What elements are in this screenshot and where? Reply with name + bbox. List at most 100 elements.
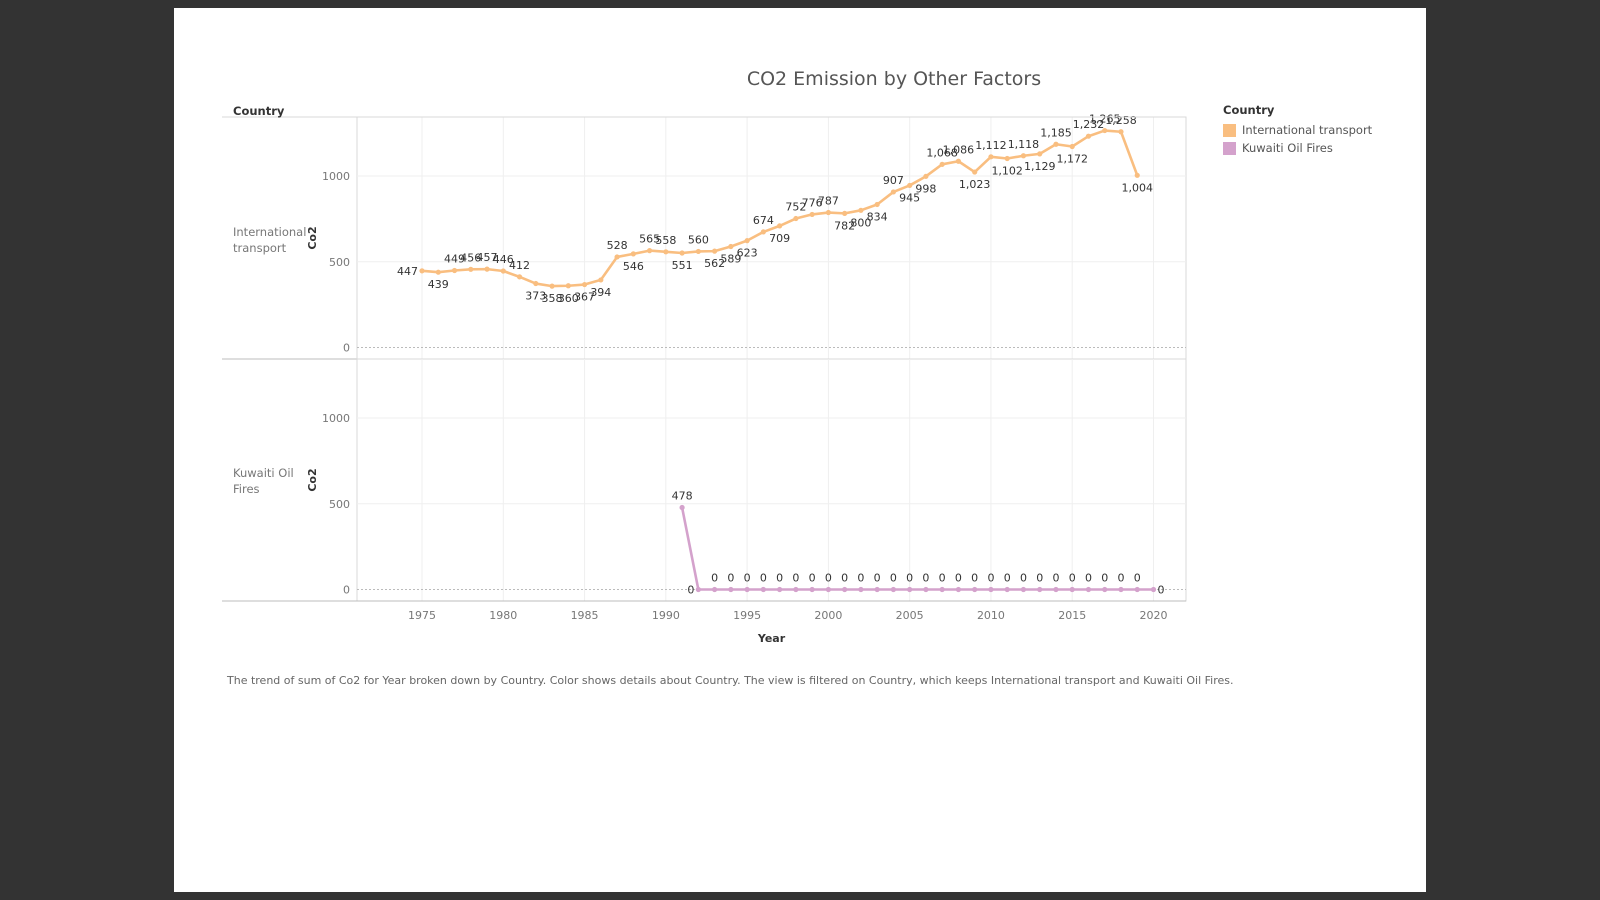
data-label: 0 xyxy=(760,572,767,585)
legend-item-kuwaiti-oil-fires[interactable]: Kuwaiti Oil Fires xyxy=(1223,139,1372,157)
x-tick-label: 1990 xyxy=(652,609,680,622)
data-label: 1,102 xyxy=(991,165,1023,178)
data-point xyxy=(533,280,539,287)
data-point xyxy=(630,251,636,257)
data-label: 0 xyxy=(1020,572,1027,585)
data-point xyxy=(793,215,799,222)
data-point xyxy=(972,169,978,175)
x-tick-label: 2015 xyxy=(1058,609,1086,622)
data-label: 394 xyxy=(590,286,611,299)
data-label: 1,172 xyxy=(1056,153,1088,166)
data-label: 0 xyxy=(971,572,978,585)
data-label: 360 xyxy=(558,292,579,305)
data-point xyxy=(907,182,913,189)
data-point xyxy=(825,586,831,593)
data-label: 565 xyxy=(639,233,660,246)
data-label: 623 xyxy=(737,247,758,260)
data-point xyxy=(419,268,425,274)
data-label: 0 xyxy=(1134,572,1141,585)
data-point xyxy=(744,586,750,593)
data-point xyxy=(712,248,718,254)
data-point xyxy=(646,248,653,254)
legend-swatch xyxy=(1223,141,1236,155)
data-point xyxy=(1020,586,1027,593)
data-point xyxy=(809,586,815,593)
data-point xyxy=(516,274,523,280)
data-label: 457 xyxy=(477,251,498,264)
data-label: 0 xyxy=(1157,584,1164,597)
data-label: 1,185 xyxy=(1040,126,1072,139)
legend-item-international-transport[interactable]: International transport xyxy=(1223,121,1372,139)
chart-title: CO2 Emission by Other Factors xyxy=(746,68,1042,90)
data-label: 0 xyxy=(939,572,946,585)
data-point xyxy=(988,586,994,593)
data-point xyxy=(777,586,783,593)
data-point xyxy=(614,254,620,260)
data-point xyxy=(955,158,962,164)
data-label: 367 xyxy=(574,291,595,304)
data-label: 0 xyxy=(711,572,718,585)
data-label: 674 xyxy=(753,214,774,227)
data-label: 776 xyxy=(802,196,823,209)
data-point xyxy=(1134,172,1140,178)
data-point xyxy=(484,266,490,272)
data-point xyxy=(809,211,815,218)
data-point xyxy=(760,229,766,235)
data-label: 0 xyxy=(825,572,832,585)
row-label-kuwaiti-oil-fires: Kuwaiti Oil Fires xyxy=(233,466,294,496)
x-axis-title: Year xyxy=(757,632,786,645)
legend-label: Kuwaiti Oil Fires xyxy=(1242,141,1333,155)
data-label: 562 xyxy=(704,257,725,270)
data-point xyxy=(777,223,783,229)
data-label: 589 xyxy=(720,252,741,265)
data-point xyxy=(1020,153,1027,159)
x-tick-label: 2020 xyxy=(1139,609,1167,622)
data-point xyxy=(565,283,571,289)
data-point xyxy=(1118,586,1124,593)
data-point xyxy=(939,586,945,593)
data-point xyxy=(1069,586,1075,593)
data-label: 0 xyxy=(857,572,864,585)
chart-canvas: 05001000Co244743944945645744641237335836… xyxy=(222,113,1187,645)
data-point xyxy=(451,267,458,274)
data-point xyxy=(663,249,669,255)
y-tick-label: 500 xyxy=(329,256,350,269)
x-tick-label: 1995 xyxy=(733,609,761,622)
row-header: Country xyxy=(233,104,285,118)
data-label: 1,265 xyxy=(1089,113,1121,126)
data-label: 560 xyxy=(688,233,709,246)
data-label: 551 xyxy=(672,259,693,272)
data-point xyxy=(874,586,880,593)
data-point xyxy=(760,586,766,593)
data-point xyxy=(793,586,799,593)
data-point xyxy=(1118,129,1124,135)
data-point xyxy=(858,586,864,593)
data-label: 800 xyxy=(850,216,871,229)
legend: Country International transport Kuwaiti … xyxy=(1223,103,1372,157)
row-label-international-transport: International transport xyxy=(233,225,307,255)
data-label: 998 xyxy=(915,182,936,195)
y-axis-title: Co2 xyxy=(306,468,319,491)
data-point xyxy=(712,586,718,593)
data-point xyxy=(858,207,864,213)
data-label: 0 xyxy=(841,572,848,585)
data-label: 0 xyxy=(809,572,816,585)
data-point xyxy=(695,248,701,255)
data-label: 787 xyxy=(818,195,839,208)
data-label: 0 xyxy=(1117,572,1124,585)
y-tick-label: 1000 xyxy=(322,170,350,183)
data-point xyxy=(890,189,897,195)
data-point xyxy=(1004,155,1010,162)
data-label: 0 xyxy=(987,572,994,585)
data-label: 1,068 xyxy=(926,146,958,159)
data-point xyxy=(842,586,848,593)
data-point xyxy=(1069,143,1075,150)
data-label: 0 xyxy=(776,572,783,585)
x-tick-label: 1975 xyxy=(408,609,436,622)
data-point xyxy=(1102,127,1108,134)
y-tick-label: 0 xyxy=(343,584,350,597)
data-point xyxy=(549,283,555,289)
data-point xyxy=(679,504,685,511)
data-label: 446 xyxy=(493,253,514,266)
data-point xyxy=(598,277,604,283)
